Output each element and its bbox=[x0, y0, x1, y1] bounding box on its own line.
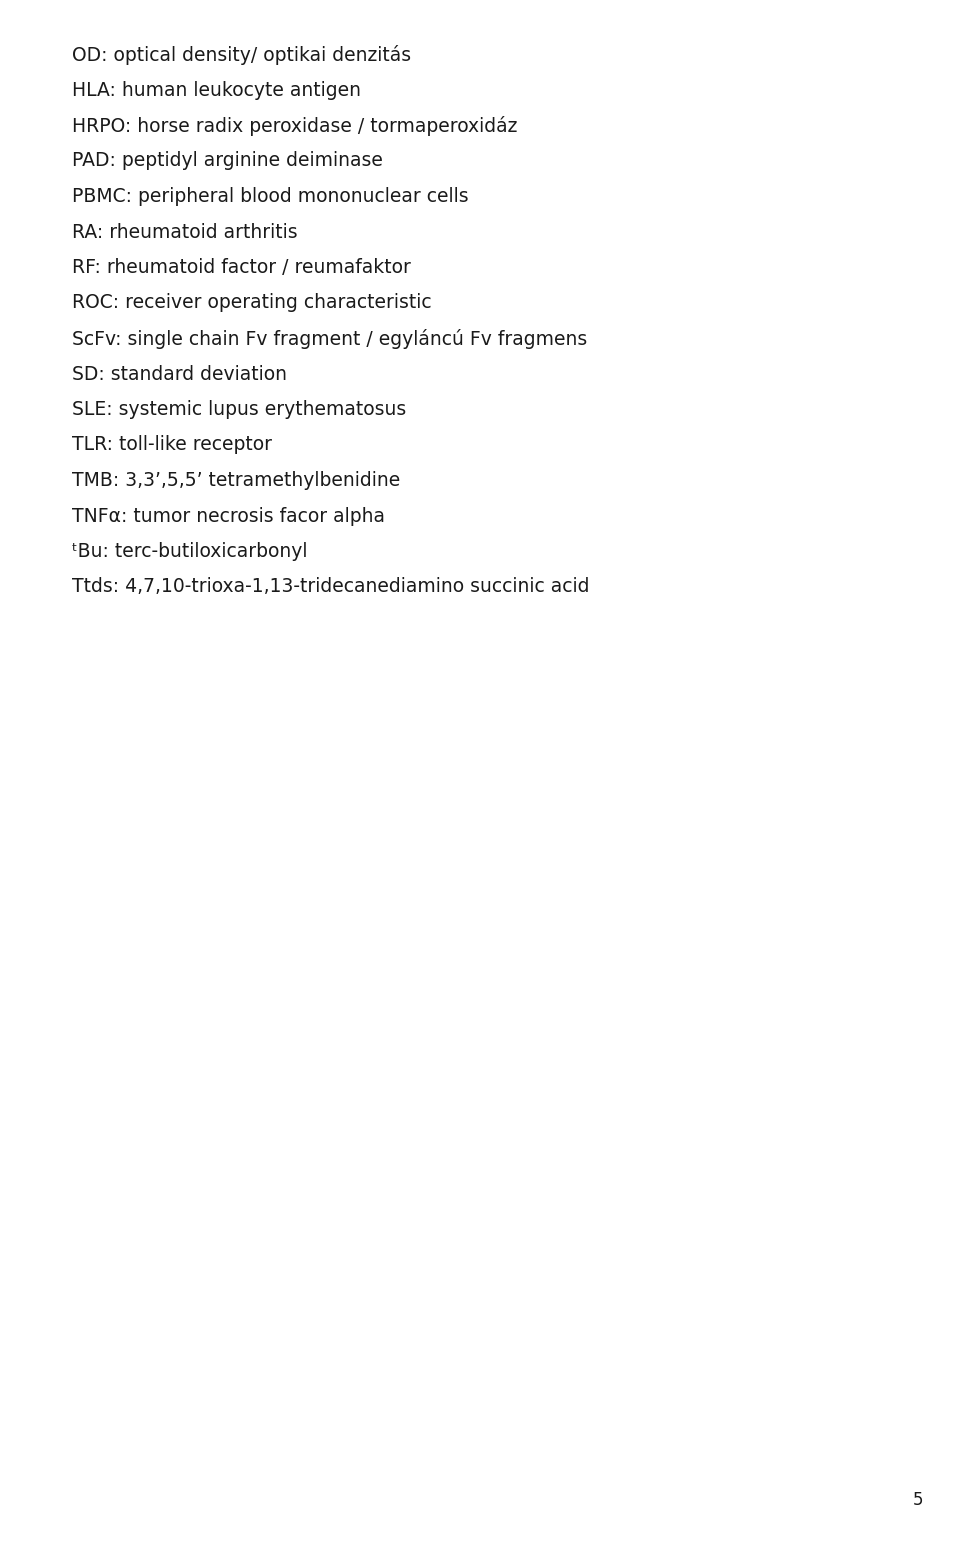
Text: PAD: peptidyl arginine deiminase: PAD: peptidyl arginine deiminase bbox=[72, 151, 383, 170]
Text: RA: rheumatoid arthritis: RA: rheumatoid arthritis bbox=[72, 222, 298, 242]
Text: ᵗBu: terc-butiloxicarbonyl: ᵗBu: terc-butiloxicarbonyl bbox=[72, 542, 307, 562]
Text: OD: optical density/ optikai denzitás: OD: optical density/ optikai denzitás bbox=[72, 45, 411, 65]
Text: 5: 5 bbox=[913, 1491, 924, 1509]
Text: HLA: human leukocyte antigen: HLA: human leukocyte antigen bbox=[72, 80, 361, 99]
Text: TMB: 3,3’,5,5’ tetramethylbenidine: TMB: 3,3’,5,5’ tetramethylbenidine bbox=[72, 471, 400, 491]
Text: TNFα: tumor necrosis facor alpha: TNFα: tumor necrosis facor alpha bbox=[72, 506, 385, 526]
Text: ROC: receiver operating characteristic: ROC: receiver operating characteristic bbox=[72, 293, 432, 313]
Text: TLR: toll-like receptor: TLR: toll-like receptor bbox=[72, 435, 272, 455]
Text: SD: standard deviation: SD: standard deviation bbox=[72, 364, 287, 384]
Text: Ttds: 4,7,10-trioxa-1,13-tridecanediamino succinic acid: Ttds: 4,7,10-trioxa-1,13-tridecanediamin… bbox=[72, 577, 589, 597]
Text: PBMC: peripheral blood mononuclear cells: PBMC: peripheral blood mononuclear cells bbox=[72, 187, 468, 207]
Text: ScFv: single chain Fv fragment / egyláncú Fv fragmens: ScFv: single chain Fv fragment / egylánc… bbox=[72, 329, 588, 349]
Text: SLE: systemic lupus erythematosus: SLE: systemic lupus erythematosus bbox=[72, 400, 406, 420]
Text: RF: rheumatoid factor / reumafaktor: RF: rheumatoid factor / reumafaktor bbox=[72, 258, 411, 278]
Text: HRPO: horse radix peroxidase / tormaperoxidáz: HRPO: horse radix peroxidase / tormapero… bbox=[72, 116, 517, 136]
